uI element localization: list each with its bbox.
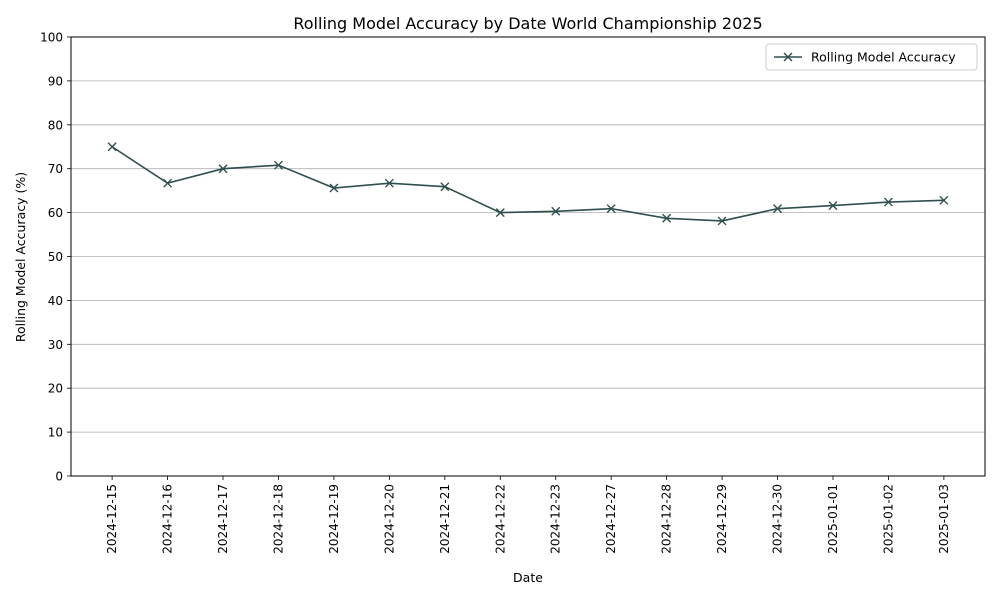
y-tick-label: 20	[48, 382, 63, 396]
x-tick-label: 2024-12-27	[604, 484, 618, 554]
y-tick-label: 60	[48, 206, 63, 220]
gridlines	[71, 36, 985, 477]
x-tick-label: 2024-12-21	[438, 484, 452, 554]
x-tick-label: 2024-12-30	[771, 484, 785, 554]
data-point	[163, 178, 173, 188]
legend-box	[765, 43, 978, 71]
data-point	[828, 201, 838, 211]
y-tick-label: 90	[48, 74, 63, 88]
y-tick-label: 100	[40, 31, 63, 45]
series-line	[111, 146, 944, 222]
x-tick-label: 2024-12-15	[105, 484, 119, 554]
data-point	[883, 197, 893, 207]
x-axis-label: Date	[513, 570, 543, 585]
y-tick-label: 50	[48, 250, 63, 264]
x-tick-label: 2024-12-20	[382, 484, 396, 554]
data-point	[551, 206, 561, 216]
data-point	[606, 204, 616, 214]
y-tick-label: 10	[48, 426, 63, 440]
series-group	[107, 142, 949, 226]
data-point	[440, 182, 450, 192]
data-point	[495, 208, 505, 218]
data-point	[273, 160, 283, 170]
x-tick-label: 2024-12-22	[493, 484, 507, 554]
data-point	[939, 195, 949, 205]
y-tick-label: 80	[48, 118, 63, 132]
x-tick-label: 2025-01-02	[881, 484, 895, 554]
y-tick-label: 0	[55, 470, 63, 484]
data-point	[773, 204, 783, 214]
data-point	[384, 178, 394, 188]
legend-label: Rolling Model Accuracy	[811, 50, 956, 65]
data-point	[329, 183, 339, 193]
data-point	[662, 213, 672, 223]
x-tick-label: 2024-12-23	[549, 484, 563, 554]
chart-title: Rolling Model Accuracy by Date World Cha…	[293, 14, 762, 33]
x-tick-label: 2024-12-19	[327, 484, 341, 554]
x-tick-label: 2024-12-18	[271, 484, 285, 554]
legend: Rolling Model Accuracy	[765, 43, 978, 71]
y-axis-label: Rolling Model Accuracy (%)	[13, 172, 28, 342]
y-axis-ticks: 0 10 20 30 40 50 60 70 80 90 100	[40, 31, 71, 484]
x-tick-label: 2025-01-01	[826, 484, 840, 554]
y-tick-label: 70	[48, 162, 63, 176]
data-point	[717, 216, 727, 226]
x-tick-label: 2024-12-16	[161, 484, 175, 554]
x-tick-label: 2024-12-28	[660, 484, 674, 554]
data-point	[107, 142, 117, 152]
x-tick-label: 2025-01-03	[937, 484, 951, 554]
x-axis-ticks: 2024-12-15 2024-12-16 2024-12-17 2024-12-18…	[105, 476, 951, 554]
x-tick-label: 2024-12-17	[216, 484, 230, 554]
legend-marker	[783, 52, 793, 62]
y-tick-label: 40	[48, 294, 63, 308]
x-tick-label: 2024-12-29	[715, 484, 729, 554]
y-tick-label: 30	[48, 338, 63, 352]
data-point	[218, 164, 228, 174]
